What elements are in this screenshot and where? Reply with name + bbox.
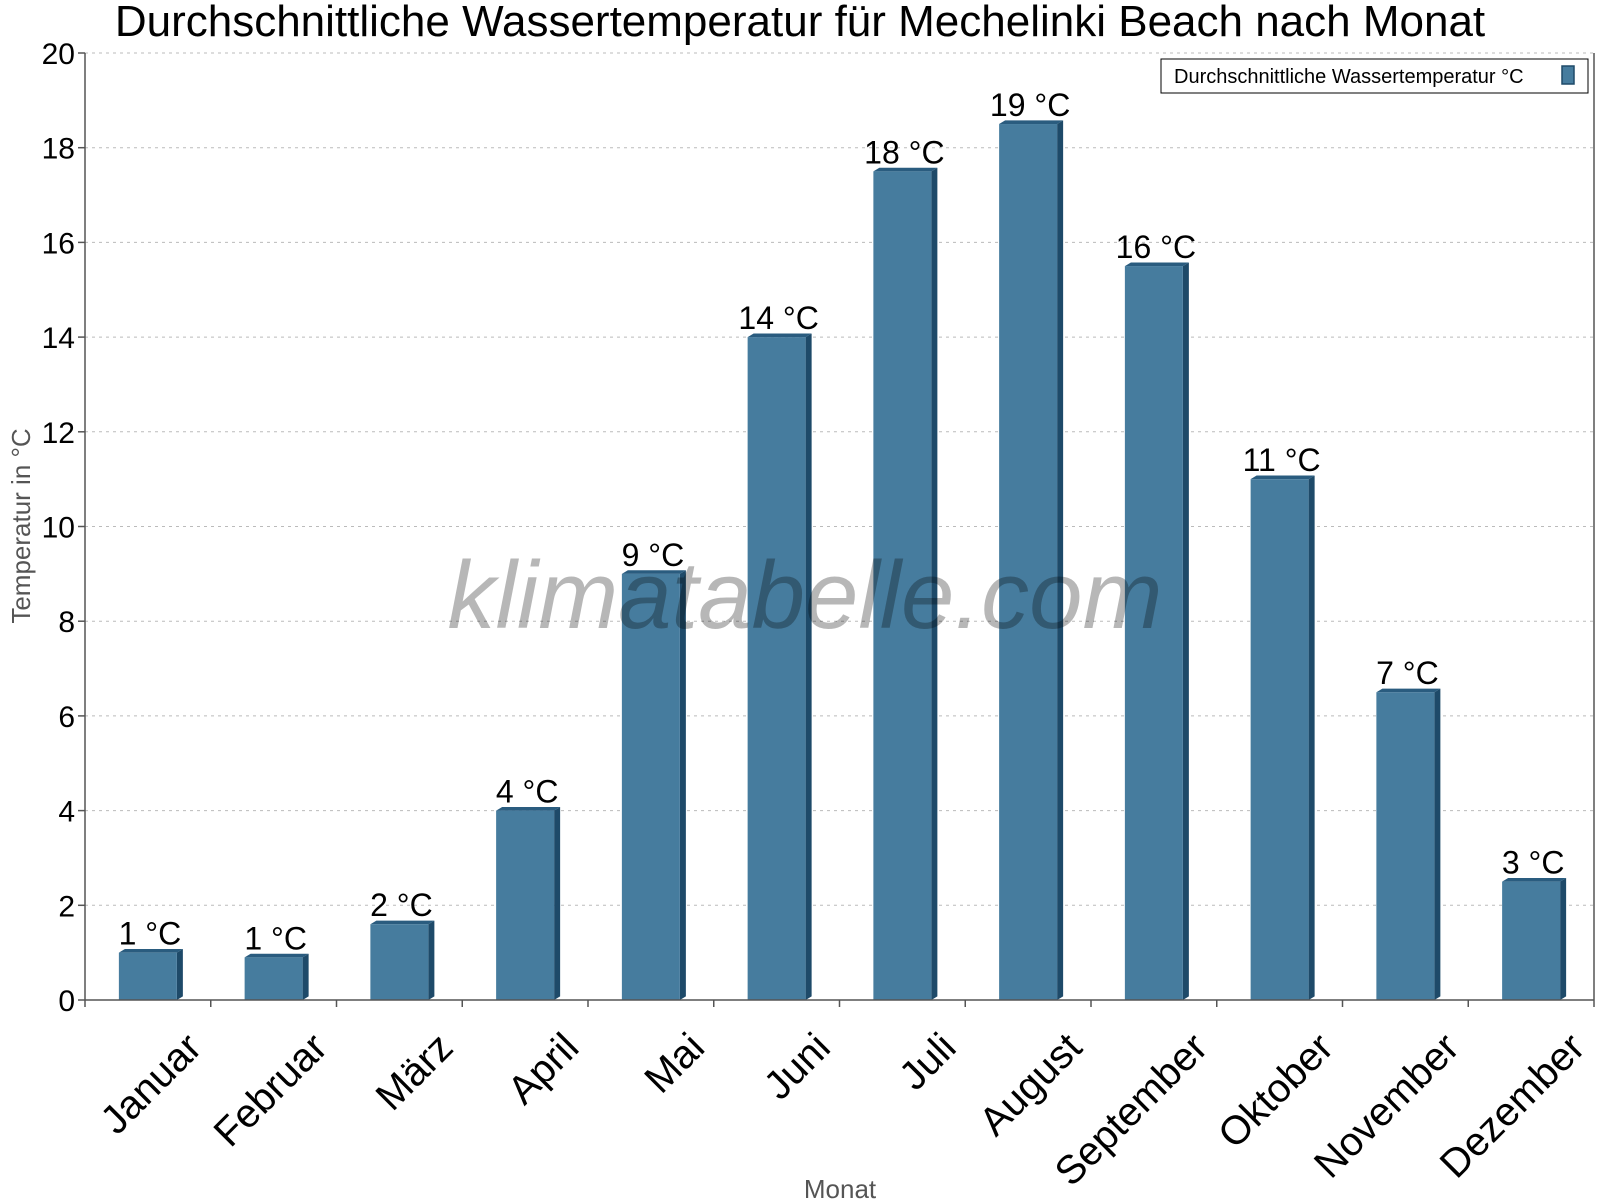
data-label: 14 °C bbox=[738, 300, 818, 336]
x-axis-title: Monat bbox=[804, 1174, 877, 1200]
y-tick-label: 6 bbox=[58, 701, 75, 734]
bar bbox=[1124, 262, 1189, 1001]
bar bbox=[1376, 688, 1441, 1000]
legend-label: Durchschnittliche Wassertemperatur °C bbox=[1174, 66, 1524, 88]
bar-side bbox=[1560, 878, 1567, 1000]
data-label: 18 °C bbox=[864, 134, 944, 170]
x-tick-label: Januar bbox=[92, 1025, 210, 1143]
x-tick-label: August bbox=[971, 1025, 1090, 1144]
bar-side bbox=[805, 333, 812, 1000]
bar-side bbox=[679, 570, 686, 1000]
bar-top bbox=[747, 333, 812, 338]
bar-side bbox=[302, 953, 309, 1000]
bar-face bbox=[1502, 881, 1561, 1000]
x-tick-label: Mai bbox=[636, 1025, 713, 1102]
y-axis-ticks: 0 2 4 6 8 10 12 14 16 18 20 bbox=[42, 38, 85, 1018]
bar-face bbox=[1376, 692, 1435, 1000]
bar-side bbox=[428, 920, 435, 1000]
x-tick-label: Juni bbox=[756, 1025, 839, 1108]
y-tick-label: 2 bbox=[58, 890, 75, 923]
bar-top bbox=[621, 570, 686, 574]
bar-side bbox=[1057, 120, 1064, 1001]
grid-lines bbox=[85, 52, 1594, 906]
y-tick-label: 12 bbox=[42, 417, 75, 450]
data-label: 9 °C bbox=[622, 537, 685, 573]
bar-face bbox=[118, 952, 177, 1000]
bar-top bbox=[1502, 878, 1567, 882]
bar bbox=[1250, 475, 1315, 1000]
bar-top bbox=[496, 807, 561, 811]
bar bbox=[496, 807, 561, 1000]
bar bbox=[999, 120, 1064, 1001]
x-tick-label: März bbox=[368, 1025, 462, 1119]
bars bbox=[118, 120, 1567, 1001]
bar bbox=[747, 333, 812, 1001]
bar bbox=[873, 167, 938, 1000]
bar-face bbox=[496, 810, 555, 1000]
x-tick-label: April bbox=[500, 1025, 588, 1113]
watermark: klimatabelle.com bbox=[448, 542, 1163, 649]
bar-face bbox=[621, 573, 680, 1000]
data-label: 7 °C bbox=[1376, 655, 1439, 691]
y-tick-label: 8 bbox=[58, 606, 75, 639]
bar bbox=[118, 949, 183, 1000]
data-label: 1 °C bbox=[119, 916, 182, 952]
bar-top bbox=[873, 167, 938, 172]
bar-top bbox=[1250, 475, 1315, 480]
y-axis-title: Temperatur in °C bbox=[6, 428, 36, 623]
bar-face bbox=[370, 924, 429, 1000]
bar bbox=[370, 920, 435, 1000]
bar-top bbox=[999, 120, 1064, 125]
bar-face bbox=[1250, 479, 1309, 1000]
data-label: 16 °C bbox=[1116, 229, 1196, 265]
y-tick-label: 10 bbox=[42, 512, 75, 545]
bar-top bbox=[1124, 262, 1189, 267]
data-label: 11 °C bbox=[1243, 442, 1321, 478]
y-tick-label: 0 bbox=[58, 985, 75, 1018]
bar-top bbox=[1376, 688, 1441, 693]
x-tick-label: Oktober bbox=[1210, 1025, 1342, 1157]
data-label: 3 °C bbox=[1502, 845, 1565, 881]
bar bbox=[244, 953, 309, 1000]
y-tick-label: 18 bbox=[42, 133, 75, 166]
bar-face bbox=[999, 124, 1058, 1000]
x-tick-label: Juli bbox=[891, 1025, 965, 1099]
bar bbox=[621, 570, 686, 1000]
y-tick-label: 4 bbox=[58, 796, 75, 829]
bar-side bbox=[1308, 475, 1315, 1000]
bar-face bbox=[244, 957, 303, 1000]
data-label: 1 °C bbox=[244, 920, 307, 956]
y-tick-label: 20 bbox=[42, 38, 75, 71]
bar-face bbox=[747, 337, 806, 1001]
legend-box bbox=[1160, 58, 1589, 94]
chart-title: Durchschnittliche Wassertemperatur für M… bbox=[115, 0, 1485, 46]
bar-face bbox=[873, 171, 932, 1000]
legend: Durchschnittliche Wassertemperatur °C bbox=[1160, 58, 1589, 94]
x-tick-label: Februar bbox=[206, 1025, 336, 1155]
data-label: 2 °C bbox=[370, 887, 433, 923]
bar-side bbox=[1182, 262, 1189, 1001]
bar-side bbox=[1434, 688, 1441, 1000]
y-tick-label: 14 bbox=[42, 322, 75, 355]
bar-side bbox=[176, 949, 183, 1000]
data-label: 4 °C bbox=[496, 774, 559, 810]
bar-side bbox=[931, 167, 938, 1000]
bar bbox=[1502, 878, 1567, 1000]
bar-top bbox=[244, 953, 309, 958]
bar-side bbox=[554, 807, 561, 1000]
y-tick-label: 16 bbox=[42, 227, 75, 260]
bar-top bbox=[370, 920, 435, 925]
bar-top bbox=[118, 949, 183, 953]
bar-face bbox=[1124, 266, 1183, 1000]
legend-swatch bbox=[1561, 65, 1575, 85]
data-labels: 1 °C 1 °C 2 °C 4 °C 9 °C 14 °C 18 °C 19 °C 16 °C… bbox=[119, 87, 1565, 956]
data-label: 19 °C bbox=[990, 87, 1070, 123]
